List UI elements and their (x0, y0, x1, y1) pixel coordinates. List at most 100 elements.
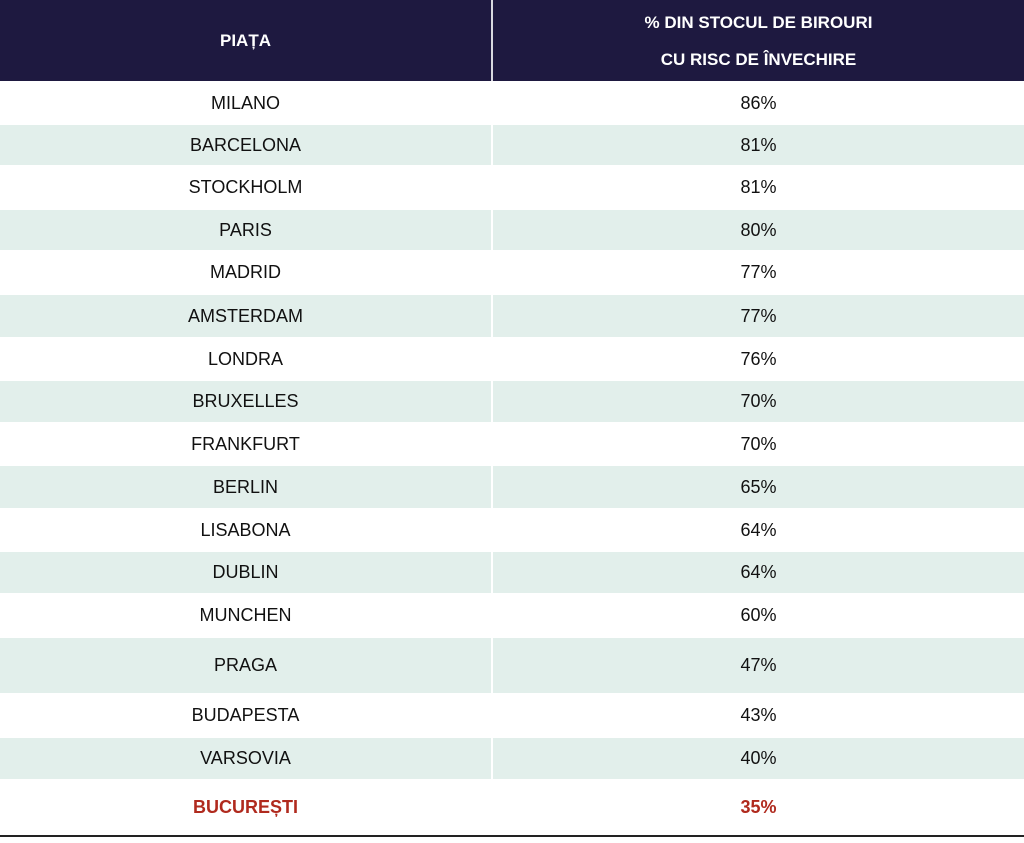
market-name: FRANKFURT (191, 433, 300, 454)
share-value: 77% (740, 262, 777, 282)
market-name: STOCKHOLM (188, 177, 303, 197)
share-cell: 40% (493, 738, 1024, 779)
share-value: 70% (740, 433, 777, 454)
share-cell: 86% (493, 81, 1024, 125)
header-share-line2: CU RISC DE ÎNVECHIRE (660, 49, 857, 69)
header-share-line1: % DIN STOCUL DE BIROURI (644, 12, 873, 32)
market-name: MADRID (210, 262, 281, 282)
share-value: 64% (740, 519, 777, 540)
table-row: MILANO 86% (0, 81, 1024, 125)
share-value: 60% (740, 605, 777, 625)
table-header: PIAȚA % DIN STOCUL DE BIROURI CU RISC DE… (0, 0, 1024, 81)
share-value: 65% (740, 476, 777, 497)
share-cell: 70% (493, 422, 1024, 466)
share-value: 43% (740, 705, 777, 725)
share-cell: 76% (493, 337, 1024, 381)
share-value: 81% (740, 134, 777, 155)
market-cell: FRANKFURT (0, 422, 491, 466)
market-name: BRUXELLES (192, 391, 299, 411)
column-divider (491, 738, 493, 779)
table-row: PRAGA 47% (0, 638, 1024, 693)
share-cell: 43% (493, 693, 1024, 738)
market-name: VARSOVIA (200, 748, 291, 768)
column-divider (491, 337, 493, 381)
column-divider (491, 593, 493, 638)
market-name: LONDRA (207, 348, 283, 369)
market-name: BUDAPESTA (191, 705, 300, 725)
table-row: LONDRA 76% (0, 337, 1024, 381)
share-cell: 70% (493, 381, 1024, 422)
bottom-rule (0, 835, 1024, 837)
share-value: 47% (740, 655, 777, 675)
market-cell: BRUXELLES (0, 381, 491, 422)
market-name: MUNCHEN (199, 605, 292, 625)
column-divider (491, 81, 493, 125)
share-value: 64% (740, 562, 777, 582)
market-cell: LONDRA (0, 337, 491, 381)
share-value: 77% (740, 305, 777, 326)
column-divider (491, 165, 493, 210)
market-cell: BERLIN (0, 466, 491, 508)
share-cell: 47% (493, 638, 1024, 693)
share-cell: 77% (493, 250, 1024, 295)
share-cell: 64% (493, 508, 1024, 552)
market-name: BUCUREȘTI (192, 796, 298, 817)
market-cell: MADRID (0, 250, 491, 295)
table-row: AMSTERDAM 77% (0, 295, 1024, 337)
table-row: PARIS 80% (0, 210, 1024, 250)
table-row: MUNCHEN 60% (0, 593, 1024, 638)
share-cell: 64% (493, 552, 1024, 593)
market-name: AMSTERDAM (187, 305, 303, 326)
header-share: % DIN STOCUL DE BIROURI CU RISC DE ÎNVEC… (493, 0, 1024, 81)
column-divider (491, 779, 493, 835)
table-row: STOCKHOLM 81% (0, 165, 1024, 210)
share-value: 86% (740, 92, 777, 113)
column-divider (491, 381, 493, 422)
share-value: 80% (740, 219, 777, 240)
share-cell: 65% (493, 466, 1024, 508)
table-row: BUDAPESTA 43% (0, 693, 1024, 738)
table-row: DUBLIN 64% (0, 552, 1024, 593)
table-row: FRANKFURT 70% (0, 422, 1024, 466)
market-cell: VARSOVIA (0, 738, 491, 779)
market-name: BERLIN (212, 476, 279, 497)
share-value: 81% (740, 177, 777, 197)
share-value: 70% (740, 391, 777, 411)
market-cell: MILANO (0, 81, 491, 125)
column-divider (491, 693, 493, 738)
table-row: BERLIN 65% (0, 466, 1024, 508)
header-market-label: PIAȚA (220, 30, 271, 50)
market-name: MILANO (210, 92, 280, 113)
market-cell: LISABONA (0, 508, 491, 552)
market-name: DUBLIN (212, 562, 279, 582)
column-divider (491, 0, 493, 81)
header-market: PIAȚA (0, 0, 491, 81)
column-divider (491, 422, 493, 466)
column-divider (491, 508, 493, 552)
market-cell: DUBLIN (0, 552, 491, 593)
market-cell: BARCELONA (0, 125, 491, 165)
column-divider (491, 250, 493, 295)
table-row: LISABONA 64% (0, 508, 1024, 552)
share-value: 76% (740, 348, 777, 369)
column-divider (491, 466, 493, 508)
column-divider (491, 125, 493, 165)
table-body: MILANO 86% BARCELONA 81% STOCKHOLM 81% PARIS 80… (0, 81, 1024, 835)
market-name: BARCELONA (189, 134, 302, 155)
share-value: 40% (740, 748, 777, 768)
column-divider (491, 638, 493, 693)
share-cell: 77% (493, 295, 1024, 337)
table-row: VARSOVIA 40% (0, 738, 1024, 779)
market-cell: PRAGA (0, 638, 491, 693)
column-divider (491, 295, 493, 337)
table-row: BARCELONA 81% (0, 125, 1024, 165)
share-cell: 60% (493, 593, 1024, 638)
market-cell: STOCKHOLM (0, 165, 491, 210)
table-row: BRUXELLES 70% (0, 381, 1024, 422)
share-cell: 81% (493, 125, 1024, 165)
market-cell: BUCUREȘTI (0, 779, 491, 835)
market-cell: PARIS (0, 210, 491, 250)
market-name: PARIS (219, 219, 272, 240)
share-cell: 80% (493, 210, 1024, 250)
share-value: 35% (740, 796, 777, 817)
